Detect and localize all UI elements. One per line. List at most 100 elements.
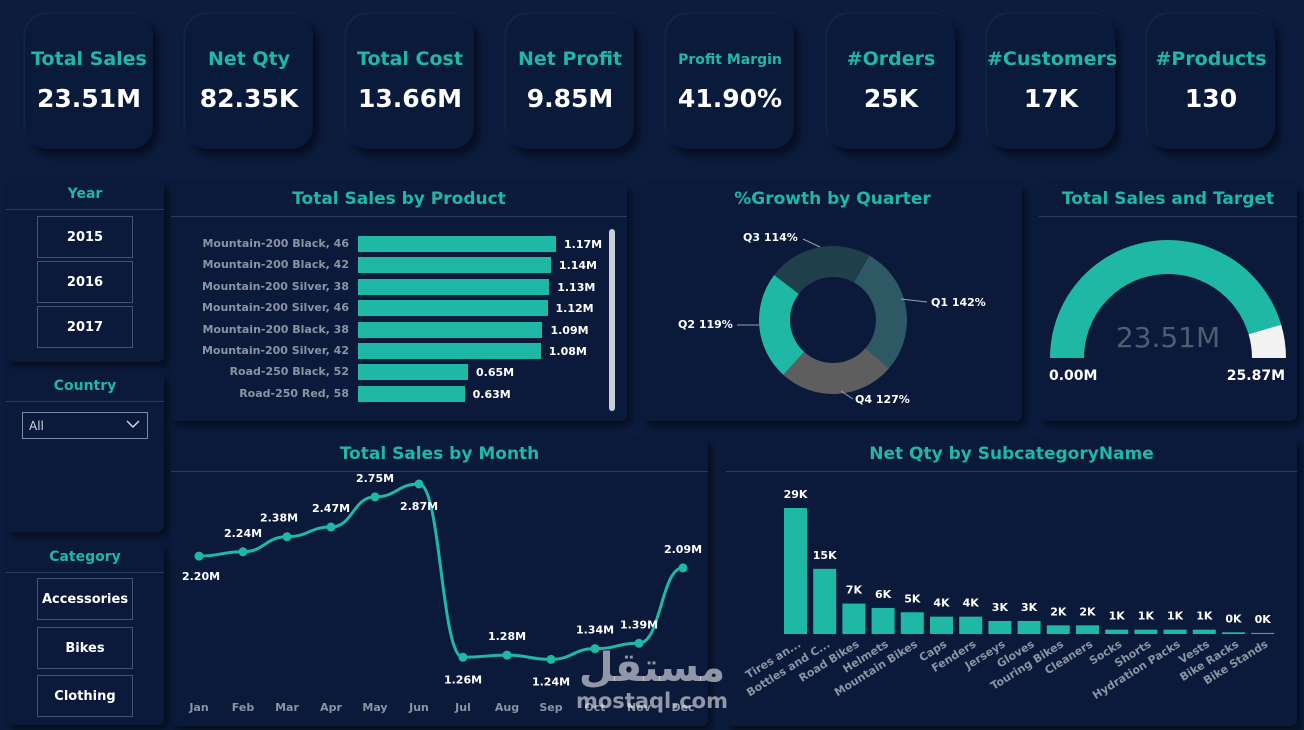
kpi-card-orders: #Orders 25K	[827, 14, 955, 149]
subcategory-data-label: 2K	[1079, 605, 1096, 618]
sales-by-month-title: Total Sales by Month	[339, 444, 540, 464]
month-tick-label: Jun	[408, 701, 429, 714]
sales-line-point[interactable]	[194, 551, 204, 561]
subcategory-bar[interactable]	[1251, 632, 1275, 634]
product-bar[interactable]	[358, 343, 541, 359]
kpi-card-net-profit: Net Profit 9.85M	[506, 14, 634, 149]
subcategory-bar[interactable]	[1222, 632, 1245, 634]
subcategory-bar[interactable]	[813, 568, 837, 634]
category-option-clothing[interactable]: Clothing	[37, 675, 133, 717]
subcategory-bar[interactable]	[930, 616, 953, 634]
country-slicer-title: Country	[53, 378, 117, 394]
country-dropdown[interactable]: All	[22, 412, 148, 439]
product-label: Mountain-200 Black, 42	[202, 258, 349, 272]
subcategory-data-label: 15K	[813, 549, 837, 562]
product-bar[interactable]	[358, 321, 543, 338]
product-bar[interactable]	[358, 278, 550, 295]
sales-line-point[interactable]	[634, 638, 644, 648]
subcategory-bar[interactable]	[871, 607, 895, 634]
subcategory-bar[interactable]	[842, 603, 866, 634]
kpi-value: 9.85M	[526, 84, 614, 113]
kpi-label: Total Cost	[357, 48, 463, 70]
kpi-label: #Customers	[987, 48, 1118, 70]
donut-slice-q3[interactable]	[774, 246, 870, 294]
sales-line-data-label: 1.24M	[532, 675, 570, 688]
year-option-2016[interactable]: 2016	[37, 261, 133, 303]
sales-line-point[interactable]	[238, 547, 248, 557]
sales-line-data-label: 2.75M	[356, 472, 394, 485]
year-option-2017[interactable]: 2017	[37, 306, 133, 348]
subcategory-bar[interactable]	[1163, 629, 1187, 634]
subcategory-bar[interactable]	[1105, 629, 1129, 634]
kpi-value: 13.66M	[358, 84, 462, 113]
sales-line-point[interactable]	[458, 652, 468, 662]
subcategory-bar[interactable]	[1192, 629, 1216, 634]
month-tick-label: Jan	[188, 701, 208, 714]
sales-line-point[interactable]	[590, 644, 600, 654]
subcategory-data-label: 3K	[992, 601, 1009, 614]
donut-leader-line	[840, 390, 854, 400]
sales-line-point[interactable]	[370, 492, 380, 502]
subcategory-bar[interactable]	[784, 508, 807, 634]
month-tick-label: Aug	[495, 701, 519, 714]
subcategory-data-label: 4K	[963, 597, 980, 610]
subcategory-bar[interactable]	[959, 616, 983, 634]
subcategory-data-label: 0K	[1255, 613, 1272, 626]
sales-target-title: Total Sales and Target	[1061, 189, 1275, 209]
sales-line-data-label: 1.39M	[620, 618, 658, 631]
donut-slice-q2[interactable]	[759, 274, 805, 375]
kpi-label: Net Qty	[207, 48, 291, 70]
kpi-label: Profit Margin	[678, 52, 782, 68]
year-option-2015[interactable]: 2015	[37, 216, 133, 258]
sales-line-point[interactable]	[502, 650, 512, 660]
sales-target-gauge: 23.51M 0.00M 25.87M	[1049, 239, 1286, 384]
month-tick-label: Dec	[671, 701, 694, 714]
subcategory-data-label: 6K	[875, 588, 892, 601]
donut-slice-q1[interactable]	[853, 255, 907, 369]
subcategory-bar[interactable]	[988, 620, 1012, 634]
watermark-logo: مستقل mostaql.com	[576, 648, 728, 714]
subcategory-bar[interactable]	[1017, 620, 1041, 634]
subcategory-data-label: 7K	[846, 584, 863, 597]
kpi-value: 17K	[1023, 84, 1079, 113]
subcategory-bar[interactable]	[1046, 625, 1070, 634]
product-bar[interactable]	[358, 236, 556, 252]
kpi-label: #Orders	[846, 48, 936, 70]
kpi-card-customers: #Customers 17K	[987, 14, 1118, 149]
sales-target-panel: Total Sales and Target 23.51M 0.00M 25.87M	[1039, 183, 1297, 421]
subcategory-bar[interactable]	[1076, 625, 1099, 634]
country-selected-value: All	[29, 418, 44, 433]
product-value-label: 1.12M	[555, 302, 594, 316]
watermark-latin: mostaql.com	[576, 689, 728, 713]
watermark-arabic: مستقل	[578, 645, 726, 691]
gauge-remaining-arc	[1248, 324, 1286, 358]
kpi-card-products: #Products 130	[1147, 14, 1275, 149]
sales-by-product-chart: Mountain-200 Black, 46 1.17M Mountain-200 …	[171, 183, 627, 421]
sales-line-point[interactable]	[414, 479, 424, 489]
kpi-value: 41.90%	[677, 84, 783, 113]
donut-slice-q4[interactable]	[783, 348, 889, 394]
kpi-label: Total Sales	[31, 48, 147, 70]
product-bar[interactable]	[358, 257, 551, 274]
sales-line-point[interactable]	[678, 563, 688, 573]
category-option-bikes[interactable]: Bikes	[37, 627, 133, 669]
sales-line-point[interactable]	[546, 654, 556, 664]
category-option-accessories[interactable]: Accessories	[37, 578, 133, 620]
subcategory-data-label: 0K	[1225, 612, 1242, 625]
growth-donut-chart: Q1 142% Q4 127% Q2 119% Q3 114%	[678, 231, 986, 406]
kpi-card-profit-margin: Profit Margin 41.90%	[666, 14, 794, 149]
donut-data-label: Q4 127%	[855, 393, 910, 406]
product-bar[interactable]	[358, 300, 548, 317]
subcategory-bar[interactable]	[1134, 629, 1158, 634]
subcategory-data-label: 2K	[1050, 605, 1067, 618]
subcategory-bar[interactable]	[900, 612, 924, 634]
product-bar[interactable]	[358, 385, 465, 402]
sales-line-data-label: 2.09M	[664, 543, 702, 556]
sales-line-point[interactable]	[326, 522, 336, 532]
product-bar[interactable]	[358, 364, 468, 381]
month-tick-label: Mar	[275, 701, 299, 714]
scrollbar[interactable]	[609, 229, 615, 411]
month-tick-label: Apr	[320, 701, 342, 714]
kpi-card-total-cost: Total Cost 13.66M	[346, 14, 474, 149]
sales-line-point[interactable]	[282, 532, 292, 542]
